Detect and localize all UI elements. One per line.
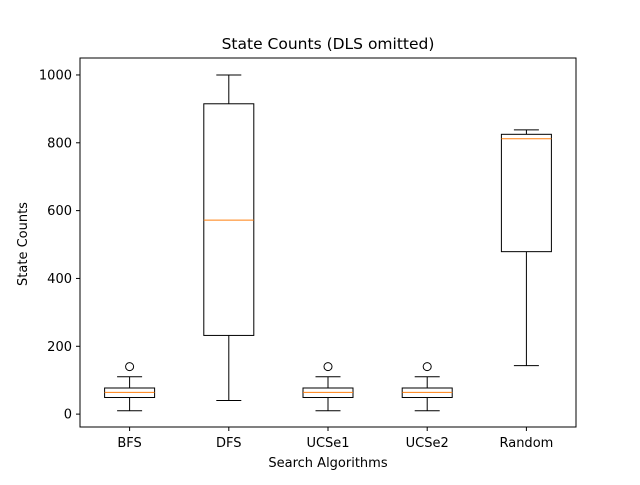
y-tick-label-1000: 1000	[39, 68, 72, 83]
x-tick-label-bfs: BFS	[117, 436, 141, 451]
y-tick-label-0: 0	[64, 408, 72, 423]
x-tick-label-dfs: DFS	[216, 436, 242, 451]
outlier-point-ucse2-0	[422, 362, 432, 372]
outlier-point-ucse1-0	[323, 362, 333, 372]
y-tick-label-600: 600	[47, 204, 72, 219]
box-random	[500, 133, 552, 253]
y-tick-label-800: 800	[47, 136, 72, 151]
y-axis-label: State Counts	[16, 202, 31, 286]
x-tick-label-ucse2: UCSe2	[406, 436, 449, 451]
x-tick-label-random: Random	[499, 436, 553, 451]
box-dfs	[203, 103, 255, 336]
y-tick-label-400: 400	[47, 272, 72, 287]
chart-title: State Counts (DLS omitted)	[222, 35, 435, 53]
outlier-point-bfs-0	[125, 362, 135, 372]
y-tick-label-200: 200	[47, 340, 72, 355]
plot-area: 0 200 400 600 800 1000 BFS DFS UCSe1 UCSe2 Random	[39, 57, 577, 451]
x-tick-label-ucse1: UCSe1	[306, 436, 349, 451]
x-axis-label: Search Algorithms	[268, 456, 387, 471]
